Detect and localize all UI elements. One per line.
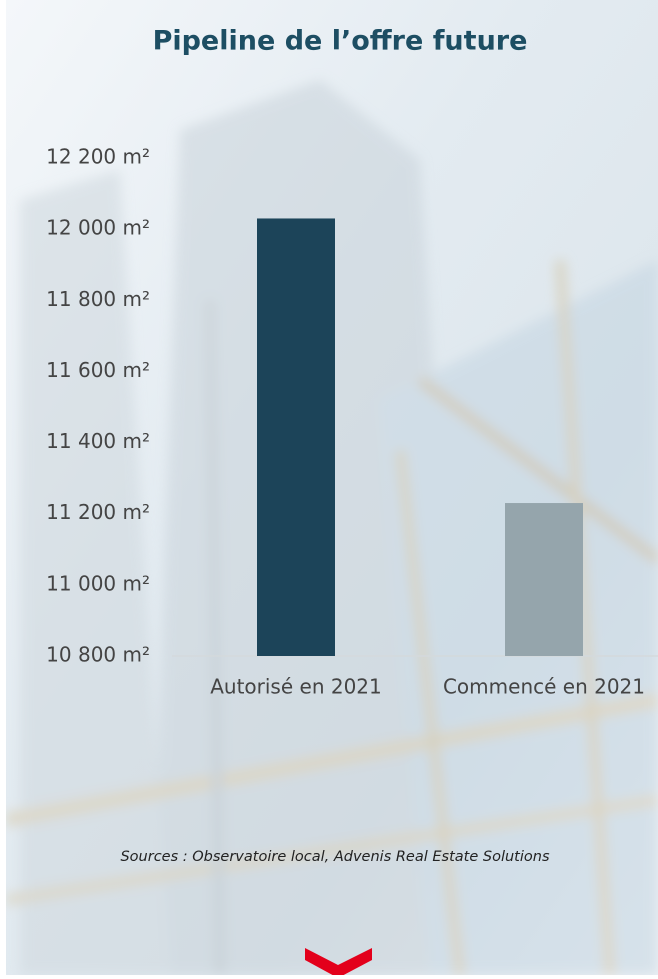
y-tick-label: 11 200 m² xyxy=(46,500,150,524)
x-tick-label: Autorisé en 2021 xyxy=(210,675,382,699)
y-tick-label: 11 800 m² xyxy=(46,287,150,311)
y-tick-label: 12 000 m² xyxy=(46,216,150,240)
y-tick-label: 11 000 m² xyxy=(46,571,150,595)
chart-title: Pipeline de l’offre future xyxy=(153,26,528,57)
x-tick-label: Commencé en 2021 xyxy=(443,675,645,699)
y-tick-label: 12 200 m² xyxy=(46,145,150,169)
y-tick-label: 11 600 m² xyxy=(46,358,150,382)
bar xyxy=(257,218,335,656)
source: Sources : Observatoire local, Advenis Re… xyxy=(120,849,549,865)
bar xyxy=(505,503,583,656)
y-tick-label: 10 800 m² xyxy=(46,643,150,667)
y-tick-label: 11 400 m² xyxy=(46,429,150,453)
left-edge xyxy=(0,0,6,975)
logo-chevron xyxy=(305,948,372,975)
